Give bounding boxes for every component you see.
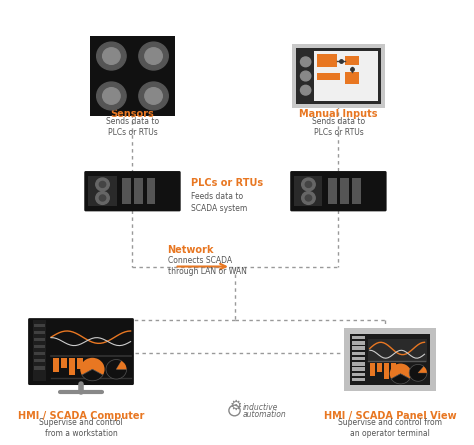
Wedge shape (390, 364, 411, 379)
FancyBboxPatch shape (28, 318, 134, 385)
Text: automation: automation (243, 409, 286, 419)
FancyBboxPatch shape (84, 171, 181, 211)
FancyBboxPatch shape (352, 346, 365, 350)
FancyBboxPatch shape (90, 36, 133, 76)
Circle shape (301, 85, 311, 95)
FancyBboxPatch shape (146, 178, 155, 204)
FancyBboxPatch shape (352, 368, 365, 371)
FancyBboxPatch shape (384, 363, 390, 379)
Text: Connects SCADA
through LAN or WAN: Connects SCADA through LAN or WAN (168, 256, 246, 276)
FancyBboxPatch shape (292, 44, 385, 108)
Wedge shape (116, 361, 127, 369)
FancyBboxPatch shape (122, 178, 131, 204)
Wedge shape (80, 358, 105, 375)
Text: Manual Inputs: Manual Inputs (299, 109, 378, 119)
FancyBboxPatch shape (132, 36, 175, 76)
FancyBboxPatch shape (346, 56, 359, 65)
FancyBboxPatch shape (346, 72, 359, 84)
Text: Supervise and control
from a workstation: Supervise and control from a workstation (39, 418, 123, 438)
FancyBboxPatch shape (34, 331, 45, 334)
FancyBboxPatch shape (34, 359, 45, 363)
Circle shape (103, 88, 120, 104)
FancyBboxPatch shape (344, 328, 436, 391)
Text: Network: Network (168, 246, 214, 255)
FancyBboxPatch shape (328, 178, 337, 204)
FancyBboxPatch shape (352, 336, 365, 340)
Circle shape (100, 182, 106, 187)
FancyBboxPatch shape (69, 358, 75, 375)
FancyBboxPatch shape (33, 320, 46, 380)
Circle shape (301, 178, 315, 191)
FancyBboxPatch shape (352, 352, 365, 355)
Circle shape (96, 178, 109, 191)
FancyBboxPatch shape (317, 54, 337, 67)
FancyBboxPatch shape (34, 366, 45, 369)
FancyBboxPatch shape (352, 341, 365, 345)
FancyBboxPatch shape (353, 178, 361, 204)
Circle shape (305, 195, 311, 201)
Circle shape (301, 71, 311, 81)
FancyBboxPatch shape (34, 352, 45, 356)
Text: Feeds data to
SCADA system: Feeds data to SCADA system (191, 192, 247, 213)
FancyBboxPatch shape (313, 51, 377, 101)
FancyBboxPatch shape (296, 48, 381, 104)
FancyBboxPatch shape (352, 357, 365, 360)
Circle shape (97, 42, 126, 70)
Text: Sends data to
PLCs or RTUs: Sends data to PLCs or RTUs (312, 117, 365, 137)
Text: Supervise and control from
an operator terminal: Supervise and control from an operator t… (338, 418, 442, 438)
FancyBboxPatch shape (340, 178, 349, 204)
Circle shape (100, 195, 106, 201)
Wedge shape (418, 366, 427, 373)
FancyBboxPatch shape (368, 339, 427, 362)
Circle shape (139, 42, 168, 70)
FancyBboxPatch shape (34, 345, 45, 348)
FancyBboxPatch shape (90, 76, 133, 116)
FancyBboxPatch shape (352, 378, 365, 381)
FancyBboxPatch shape (61, 358, 67, 368)
Text: HMI / SCADA Panel View: HMI / SCADA Panel View (324, 410, 456, 421)
Text: Sensors: Sensors (110, 109, 155, 119)
Wedge shape (82, 369, 103, 381)
FancyBboxPatch shape (370, 363, 375, 376)
FancyBboxPatch shape (294, 176, 322, 206)
Circle shape (103, 48, 120, 65)
Circle shape (145, 88, 162, 104)
FancyBboxPatch shape (290, 171, 387, 211)
FancyBboxPatch shape (352, 362, 365, 366)
Circle shape (145, 48, 162, 65)
FancyBboxPatch shape (89, 176, 117, 206)
Text: HMI / SCADA Computer: HMI / SCADA Computer (18, 410, 144, 421)
FancyBboxPatch shape (350, 334, 429, 385)
FancyBboxPatch shape (132, 76, 175, 116)
FancyBboxPatch shape (54, 358, 59, 372)
FancyBboxPatch shape (77, 358, 83, 369)
Wedge shape (409, 364, 427, 381)
FancyBboxPatch shape (317, 73, 340, 81)
Text: Sends data to
PLCs or RTUs: Sends data to PLCs or RTUs (106, 117, 159, 137)
Circle shape (301, 57, 311, 67)
Text: ⚙: ⚙ (229, 399, 242, 413)
Circle shape (301, 192, 315, 204)
Circle shape (97, 82, 126, 110)
Circle shape (305, 182, 311, 187)
FancyBboxPatch shape (377, 363, 383, 372)
Circle shape (139, 82, 168, 110)
Wedge shape (106, 360, 127, 379)
Wedge shape (391, 374, 410, 384)
FancyBboxPatch shape (352, 372, 365, 376)
FancyBboxPatch shape (134, 178, 143, 204)
FancyBboxPatch shape (34, 338, 45, 341)
FancyBboxPatch shape (34, 324, 45, 327)
Text: inductive: inductive (243, 403, 278, 412)
Text: PLCs or RTUs: PLCs or RTUs (191, 178, 263, 188)
Circle shape (96, 192, 109, 204)
FancyBboxPatch shape (391, 363, 396, 373)
